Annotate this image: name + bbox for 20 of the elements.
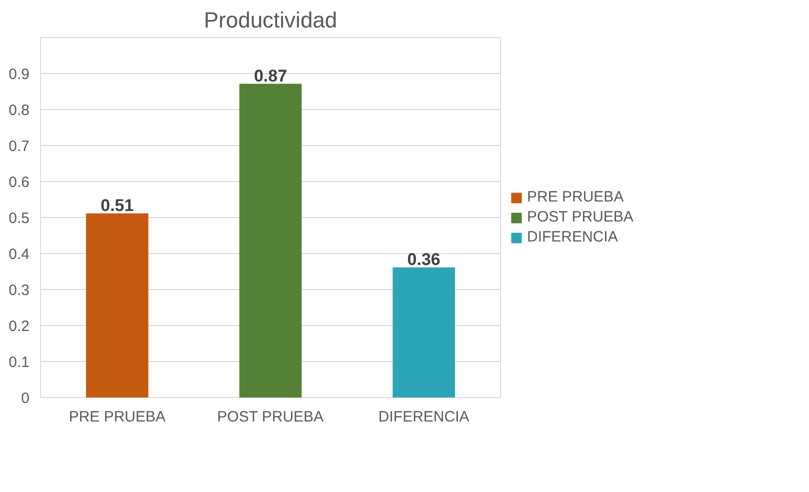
data-label: 0.51 xyxy=(100,196,134,215)
y-tick-label: 0.1 xyxy=(8,354,30,371)
legend-label: POST PRUEBA xyxy=(527,208,634,226)
y-tick-label: 0.4 xyxy=(8,246,30,263)
chart-title: Productividad xyxy=(204,8,338,32)
y-tick-label: 0.7 xyxy=(8,138,30,155)
y-tick-label: 0.6 xyxy=(8,174,30,191)
y-tick-label: 0.9 xyxy=(8,66,30,83)
x-tick-label: DIFERENCIA xyxy=(378,408,470,426)
y-tick-label: 0.8 xyxy=(8,102,30,119)
y-tick-label: 0 xyxy=(21,390,30,407)
x-tick-label: POST PRUEBA xyxy=(217,408,324,426)
y-tick-label: 0.3 xyxy=(8,282,30,299)
data-label: 0.36 xyxy=(407,250,440,269)
y-tick-label: 0.5 xyxy=(8,210,30,227)
x-tick-label: PRE PRUEBA xyxy=(68,408,166,426)
data-label: 0.87 xyxy=(254,66,288,86)
legend-label: PRE PRUEBA xyxy=(527,188,624,206)
y-tick-label: 0.2 xyxy=(8,318,30,335)
legend-label: DIFERENCIA xyxy=(527,228,618,246)
